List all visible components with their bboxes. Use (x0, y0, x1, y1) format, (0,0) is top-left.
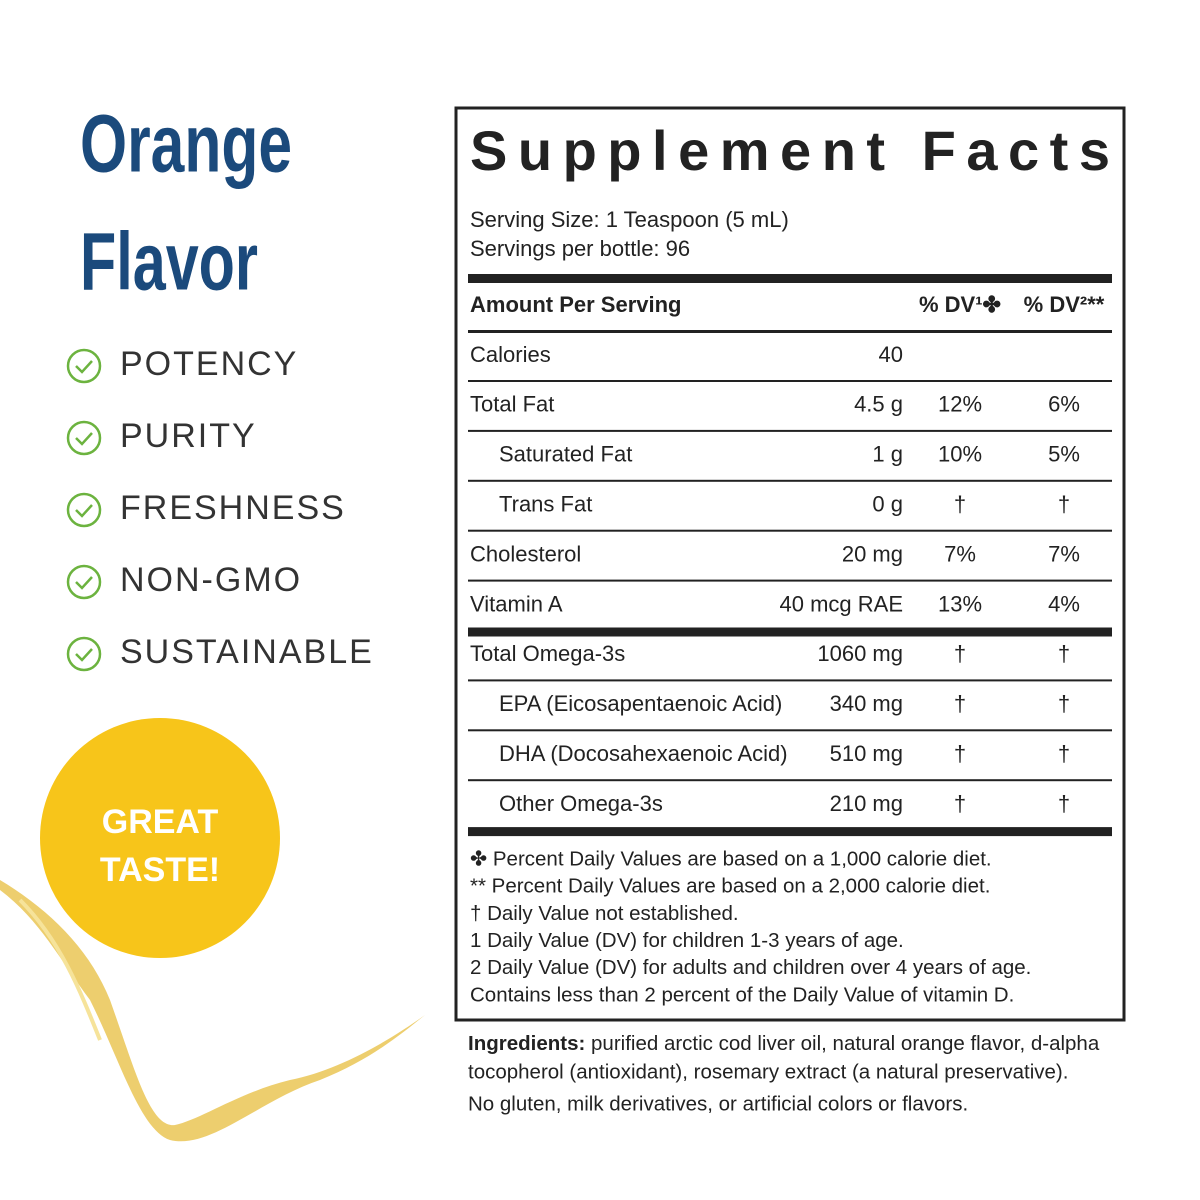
nutrient-name: EPA (Eicosapentaenoic Acid) (499, 691, 782, 716)
facts-box (454, 106, 1126, 1022)
dv-value: † (954, 641, 966, 666)
nutrient-name: Vitamin A (470, 591, 563, 616)
ingredients-label: Ingredients: (468, 1032, 585, 1055)
feature: PURITY (120, 417, 257, 455)
feature: NON-GMO (120, 561, 302, 599)
header-dv: % DV²** (1024, 292, 1105, 317)
dv-value: 12% (938, 392, 982, 417)
nutrient-name: Saturated Fat (499, 442, 632, 467)
rule (468, 779, 1112, 782)
nutrient-amount: 210 mg (830, 791, 903, 816)
dv-value: 13% (938, 591, 982, 616)
check-icon (66, 348, 102, 384)
nutrient-amount: 40 (879, 342, 903, 367)
nutrient-name: Total Omega-3s (470, 641, 625, 666)
dv-value: † (954, 691, 966, 716)
nutrient-amount: 340 mg (830, 691, 903, 716)
nutrient-amount: 510 mg (830, 741, 903, 766)
nutrient-amount: 1 g (872, 442, 903, 467)
flavor-title: Orange (80, 99, 292, 190)
flavor-title: Flavor (80, 217, 258, 308)
nutrient-name: Trans Fat (499, 492, 592, 517)
rule (468, 330, 1112, 333)
dv-value: † (954, 741, 966, 766)
feature: POTENCY (120, 345, 298, 383)
footnote: † Daily Value not established. (470, 902, 739, 925)
nutrient-name: Calories (470, 342, 551, 367)
dv-value: 4% (1048, 591, 1080, 616)
dv-value: † (954, 492, 966, 517)
rule (468, 729, 1112, 732)
badge-text: TASTE! (100, 851, 220, 889)
feature: SUSTAINABLE (120, 633, 374, 671)
rule (468, 380, 1112, 382)
dv-value: † (1058, 741, 1070, 766)
check-mark (75, 648, 93, 662)
servings: Servings per bottle: 96 (470, 236, 690, 261)
check-icon (66, 636, 102, 672)
ingredients-note: No gluten, milk derivatives, or artifici… (468, 1092, 968, 1115)
rule (468, 579, 1112, 582)
dv-value: 7% (1048, 541, 1080, 566)
header-amount: Amount Per Serving (470, 292, 681, 317)
feature: FRESHNESS (120, 489, 346, 527)
nutrient-name: Cholesterol (470, 541, 581, 566)
badge (40, 718, 280, 958)
nutrient-amount: 20 mg (842, 541, 903, 566)
header-dv: % DV¹✤ (919, 292, 1001, 317)
footnote: ** Percent Daily Values are based on a 2… (470, 875, 990, 898)
thick-rule (468, 827, 1112, 837)
serving-size: Serving Size: 1 Teaspoon (5 mL) (470, 207, 789, 232)
footnote: ✤ Percent Daily Values are based on a 1,… (470, 847, 992, 870)
nutrient-amount: 0 g (872, 492, 903, 517)
nutrient-amount: 4.5 g (854, 392, 903, 417)
footnote: 1 Daily Value (DV) for children 1-3 year… (470, 929, 904, 952)
check-mark (75, 576, 93, 590)
dv-value: † (1058, 641, 1070, 666)
nutrient-amount: 40 mcg RAE (780, 591, 904, 616)
dv-value: 10% (938, 442, 982, 467)
dv-value: 6% (1048, 392, 1080, 417)
thick-rule (468, 274, 1112, 283)
check-mark (75, 504, 93, 518)
oil-highlight (18, 898, 102, 1041)
check-mark (75, 432, 93, 446)
dv-value: 7% (944, 541, 976, 566)
ingredients: Ingredients: purified arctic cod liver o… (468, 1032, 1100, 1055)
footnote: Contains less than 2 percent of the Dail… (470, 983, 1014, 1006)
rule (468, 429, 1112, 432)
check-mark (75, 360, 93, 374)
check-icon (66, 420, 102, 456)
footnote: 2 Daily Value (DV) for adults and childr… (470, 956, 1031, 979)
thick-rule (468, 627, 1112, 637)
nutrient-name: Other Omega-3s (499, 791, 663, 816)
rule (468, 679, 1112, 682)
rule (468, 479, 1112, 482)
nutrient-name: DHA (Docosahexaenoic Acid) (499, 741, 788, 766)
check-icon (66, 492, 102, 528)
dv-value: † (954, 791, 966, 816)
ingredients-text: purified arctic cod liver oil, natural o… (585, 1032, 1100, 1055)
nutrient-amount: 1060 mg (817, 641, 903, 666)
badge-text: GREAT (102, 803, 219, 841)
oil-splash (0, 880, 425, 1142)
ingredients: tocopherol (antioxidant), rosemary extra… (468, 1060, 1068, 1083)
dv-value: † (1058, 791, 1070, 816)
dv-value: † (1058, 691, 1070, 716)
check-icon (66, 564, 102, 600)
dv-value: 5% (1048, 442, 1080, 467)
nutrient-name: Total Fat (470, 392, 554, 417)
rule (468, 529, 1112, 532)
dv-value: † (1058, 492, 1070, 517)
facts-title: Supplement Facts (470, 119, 1110, 182)
